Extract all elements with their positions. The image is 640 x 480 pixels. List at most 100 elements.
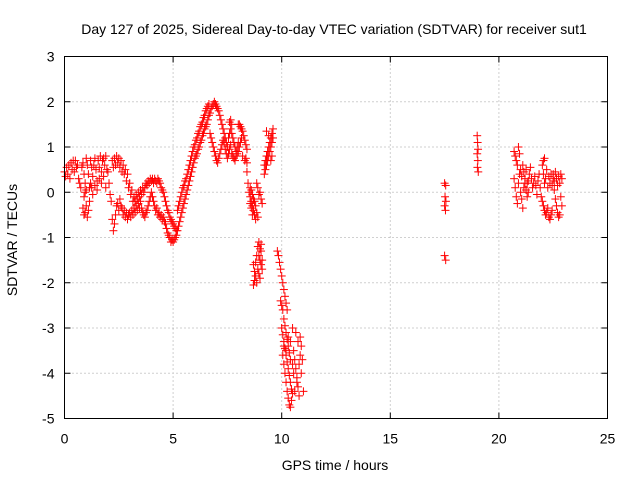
data-point bbox=[84, 170, 93, 179]
data-point bbox=[276, 265, 285, 274]
data-point bbox=[510, 174, 519, 183]
data-point bbox=[253, 213, 262, 222]
data-point bbox=[537, 192, 546, 201]
y-axis-title: SDTVAR / TECUs bbox=[4, 184, 20, 296]
data-point bbox=[175, 217, 184, 226]
data-point bbox=[553, 208, 562, 217]
data-point bbox=[523, 192, 532, 201]
data-point bbox=[288, 324, 297, 332]
data-point bbox=[516, 188, 525, 197]
data-point bbox=[107, 197, 116, 206]
data-point bbox=[543, 204, 552, 213]
data-point bbox=[288, 389, 297, 398]
data-point bbox=[253, 265, 262, 274]
data-point bbox=[195, 127, 204, 136]
data-point bbox=[289, 369, 298, 378]
data-point bbox=[275, 258, 284, 267]
x-tick-label: 0 bbox=[61, 431, 69, 447]
data-point bbox=[108, 215, 117, 224]
data-point bbox=[213, 158, 222, 167]
data-point bbox=[278, 330, 287, 339]
data-point bbox=[86, 156, 95, 165]
data-point bbox=[242, 145, 251, 154]
data-point bbox=[231, 156, 240, 165]
data-point bbox=[257, 195, 266, 204]
data-point bbox=[253, 183, 262, 192]
data-point bbox=[254, 269, 263, 278]
data-point bbox=[538, 197, 547, 206]
data-point bbox=[103, 167, 112, 176]
data-point bbox=[105, 179, 114, 188]
data-point bbox=[184, 165, 193, 174]
x-axis-title: GPS time / hours bbox=[282, 457, 389, 473]
x-tick-label: 25 bbox=[600, 431, 616, 447]
data-point bbox=[178, 204, 187, 213]
data-point bbox=[251, 258, 260, 267]
data-point bbox=[284, 364, 293, 373]
data-point bbox=[261, 165, 270, 174]
data-point bbox=[177, 188, 186, 197]
data-point bbox=[214, 106, 223, 115]
data-point bbox=[296, 351, 305, 360]
data-point bbox=[441, 256, 450, 265]
data-point bbox=[181, 195, 190, 204]
data-point bbox=[510, 147, 519, 156]
data-point bbox=[88, 172, 97, 181]
data-point bbox=[246, 199, 255, 208]
data-point bbox=[112, 152, 121, 161]
data-point bbox=[192, 149, 201, 158]
data-point bbox=[255, 188, 264, 197]
data-point bbox=[539, 156, 548, 165]
data-point bbox=[119, 161, 128, 170]
data-point bbox=[473, 156, 482, 165]
data-point bbox=[267, 138, 276, 147]
data-point bbox=[249, 260, 258, 269]
data-point bbox=[156, 179, 165, 188]
data-point bbox=[290, 387, 299, 396]
x-tick-label: 10 bbox=[274, 431, 290, 447]
data-point bbox=[548, 206, 557, 215]
data-point bbox=[277, 301, 286, 310]
data-point bbox=[269, 133, 278, 142]
data-point bbox=[192, 133, 201, 142]
data-point bbox=[539, 201, 548, 210]
data-point bbox=[440, 179, 449, 188]
data-point bbox=[217, 120, 226, 129]
data-point bbox=[110, 219, 119, 228]
data-point bbox=[71, 156, 80, 165]
data-point bbox=[208, 138, 217, 147]
data-point bbox=[293, 337, 302, 346]
data-point bbox=[297, 342, 306, 351]
data-point bbox=[518, 161, 527, 170]
data-point bbox=[235, 143, 244, 151]
data-point bbox=[226, 115, 235, 124]
data-point bbox=[555, 210, 564, 219]
data-point bbox=[255, 274, 264, 283]
data-point bbox=[278, 305, 287, 314]
data-point bbox=[542, 165, 551, 174]
data-point bbox=[257, 247, 266, 256]
data-point bbox=[143, 206, 152, 215]
y-tick-label: -4 bbox=[42, 365, 55, 381]
data-point bbox=[285, 400, 294, 409]
data-point bbox=[242, 158, 251, 167]
data-point bbox=[157, 183, 166, 192]
data-point bbox=[248, 210, 257, 219]
y-tick-label: 3 bbox=[47, 49, 55, 65]
data-point bbox=[250, 276, 259, 285]
data-point bbox=[531, 181, 540, 190]
data-point bbox=[474, 145, 483, 154]
data-point bbox=[82, 154, 91, 163]
data-point bbox=[554, 213, 563, 222]
data-point bbox=[278, 278, 287, 287]
data-point bbox=[82, 185, 91, 194]
data-point bbox=[515, 170, 524, 179]
data-point bbox=[473, 163, 482, 172]
data-point bbox=[532, 190, 541, 199]
data-point bbox=[236, 138, 245, 147]
data-point bbox=[164, 208, 173, 217]
data-point bbox=[473, 149, 482, 158]
data-point bbox=[517, 172, 526, 181]
data-point bbox=[184, 181, 193, 190]
data-point bbox=[93, 185, 102, 194]
